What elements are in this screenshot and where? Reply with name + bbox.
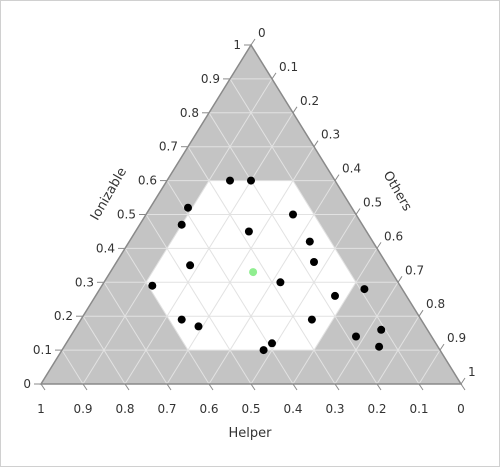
bottom-tick bbox=[334, 383, 340, 391]
right-tick bbox=[376, 242, 382, 249]
right-tick-label: 0.6 bbox=[384, 229, 403, 243]
grid-line-others bbox=[292, 248, 378, 385]
data-point bbox=[268, 339, 276, 348]
data-point bbox=[305, 237, 314, 246]
data-point bbox=[194, 322, 203, 331]
right-tick-label: 0.4 bbox=[342, 162, 361, 176]
bottom-tick-label: 0.9 bbox=[73, 402, 92, 416]
data-point bbox=[331, 291, 339, 300]
bottom-tick bbox=[166, 383, 172, 391]
bottom-tick bbox=[82, 383, 88, 391]
grid-line-others bbox=[418, 349, 441, 385]
bottom-tick bbox=[376, 383, 382, 391]
right-tick-label: 0.5 bbox=[363, 196, 382, 210]
right-tick-label: 0.7 bbox=[405, 263, 424, 277]
data-point bbox=[247, 176, 255, 185]
data-point bbox=[310, 258, 318, 266]
right-tick bbox=[250, 38, 256, 46]
right-tick-label: 1 bbox=[468, 365, 476, 379]
bottom-tick-label: 0 bbox=[457, 402, 465, 416]
right-tick-label: 0.1 bbox=[279, 60, 298, 74]
grid-line-helper bbox=[187, 146, 336, 385]
grid-line-helper bbox=[103, 282, 168, 385]
right-tick bbox=[439, 343, 445, 351]
grid-line-helper bbox=[82, 315, 126, 385]
grid-line-helper bbox=[124, 248, 210, 385]
grid-line-helper bbox=[61, 349, 84, 385]
grid-line-others bbox=[250, 214, 357, 385]
right-tick-label: 0.9 bbox=[447, 331, 466, 345]
bottom-tick-label: 1 bbox=[37, 402, 45, 416]
feasible-region bbox=[146, 180, 356, 351]
grid-line-helper bbox=[229, 78, 420, 385]
right-axis-title: Others bbox=[380, 169, 415, 215]
left-tick-label: 0.4 bbox=[96, 241, 115, 255]
bottom-tick-label: 0.2 bbox=[367, 402, 386, 416]
bottom-axis-title: Helper bbox=[229, 426, 273, 441]
grid-line-others bbox=[166, 146, 315, 385]
bottom-tick bbox=[208, 383, 214, 391]
data-point bbox=[289, 210, 297, 219]
data-point bbox=[177, 220, 186, 229]
bottom-tick-label: 0.3 bbox=[325, 402, 344, 416]
left-tick-label: 0.3 bbox=[75, 275, 94, 289]
data-point bbox=[186, 261, 195, 270]
data-point bbox=[360, 285, 369, 294]
data-point bbox=[352, 332, 360, 341]
right-tick bbox=[271, 72, 277, 80]
right-tick bbox=[397, 276, 403, 283]
grid-line-helper bbox=[145, 214, 252, 385]
bottom-tick-label: 0.5 bbox=[241, 402, 260, 416]
left-tick-label: 0 bbox=[23, 377, 31, 391]
data-point bbox=[377, 325, 386, 334]
data-point bbox=[177, 315, 186, 324]
bottom-tick-label: 0.7 bbox=[157, 402, 176, 416]
right-tick-label: 0 bbox=[258, 26, 266, 40]
left-tick-label: 0.7 bbox=[159, 140, 178, 154]
grid-line-others bbox=[334, 282, 399, 385]
data-point bbox=[184, 203, 192, 212]
bottom-tick bbox=[124, 383, 130, 391]
right-tick bbox=[334, 174, 340, 181]
right-tick-label: 0.3 bbox=[321, 128, 340, 142]
bottom-tick bbox=[40, 383, 46, 391]
right-tick bbox=[292, 106, 298, 114]
data-point bbox=[375, 342, 384, 351]
right-tick-label: 0.2 bbox=[300, 94, 319, 108]
data-point bbox=[244, 227, 253, 236]
data-point bbox=[276, 278, 285, 287]
grid-line-others bbox=[82, 78, 273, 385]
left-tick-label: 0.5 bbox=[117, 208, 136, 222]
data-point bbox=[226, 176, 234, 185]
bottom-tick bbox=[250, 383, 256, 391]
bottom-tick bbox=[418, 383, 424, 391]
data-point bbox=[259, 346, 268, 355]
data-point bbox=[148, 281, 157, 290]
bottom-tick-label: 0.4 bbox=[283, 402, 302, 416]
left-tick-label: 0.6 bbox=[138, 174, 157, 188]
bottom-tick bbox=[460, 383, 466, 391]
right-tick-label: 0.8 bbox=[426, 297, 445, 311]
grid-line-others bbox=[376, 315, 420, 385]
right-tick bbox=[460, 377, 466, 385]
data-point bbox=[307, 315, 316, 324]
right-tick bbox=[313, 140, 319, 147]
left-tick-label: 0.1 bbox=[33, 343, 52, 357]
right-tick bbox=[418, 309, 424, 317]
bottom-tick bbox=[292, 383, 298, 391]
right-tick bbox=[355, 208, 361, 215]
bottom-tick-label: 0.8 bbox=[115, 402, 134, 416]
left-tick-label: 0.9 bbox=[201, 72, 220, 86]
bottom-tick-label: 0.1 bbox=[409, 402, 428, 416]
left-tick-label: 0.8 bbox=[180, 106, 199, 120]
highlight-point bbox=[249, 268, 258, 277]
left-tick-label: 1 bbox=[233, 38, 241, 52]
bottom-tick-label: 0.6 bbox=[199, 402, 218, 416]
left-tick-label: 0.2 bbox=[54, 309, 73, 323]
